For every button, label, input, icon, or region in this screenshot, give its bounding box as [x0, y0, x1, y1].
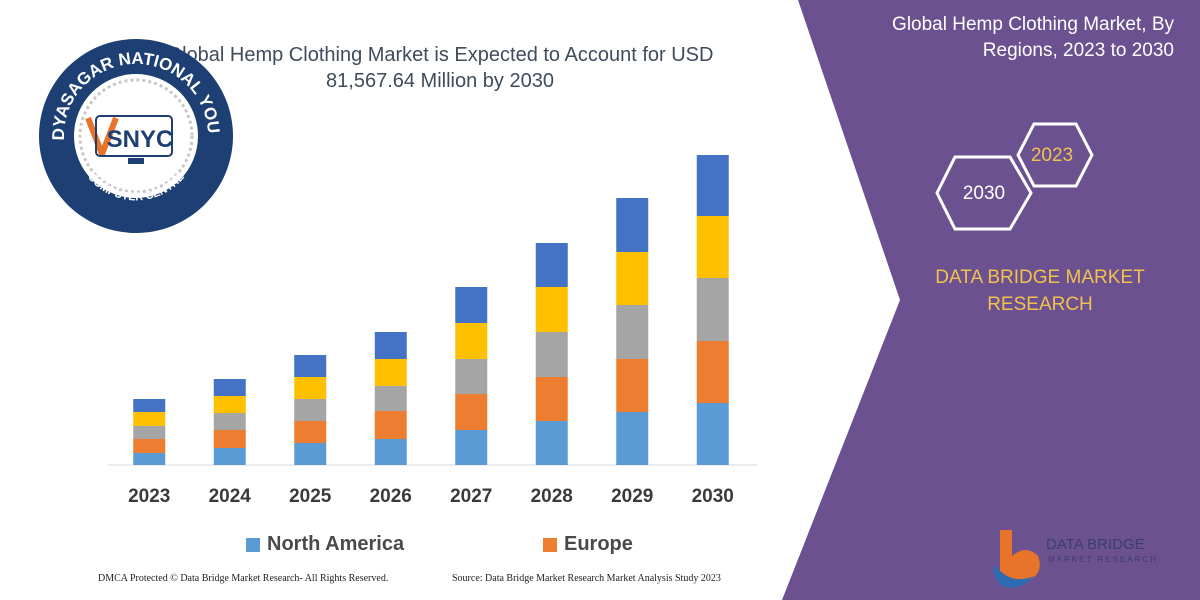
chart-title-line1: Global Hemp Clothing Market is Expected …: [166, 44, 714, 66]
legend-swatch-north-america: [246, 537, 260, 552]
legend-item-north-america: North America: [246, 533, 404, 556]
bar-segment-2028-europe: [535, 377, 568, 421]
bar-segment-2028-middle-east-and-africa: [535, 287, 568, 332]
bar-segment-2029-middle-east-and-africa: [616, 252, 649, 305]
bar-segment-2024-middle-east-and-africa: [213, 396, 246, 413]
chart-title: Global Hemp Clothing Market is Expected …: [130, 42, 750, 94]
brand-name-line2: RESEARCH: [987, 294, 1093, 315]
bar-segment-2026-middle-east-and-africa: [374, 359, 407, 386]
vidyasagar-logo: VIDYASAGAR NATIONAL YOUTH COMPUTER CENTR…: [36, 36, 233, 233]
footer-source: Source: Data Bridge Market Research Mark…: [452, 573, 721, 584]
bottom-logo-subtitle: MARKET RESEARCH: [1048, 555, 1158, 564]
bar-segment-2025-south-america: [294, 355, 327, 377]
bar-segment-2024-north-america: [213, 448, 246, 465]
bar-segment-2025-europe: [294, 421, 327, 443]
logo-v-mark: [85, 116, 119, 157]
x-tick-label-2026: 2026: [370, 486, 412, 507]
x-tick-label-2023: 2023: [128, 486, 170, 507]
bar-segment-2026-south-america: [374, 332, 407, 359]
brand-name: DATA BRIDGE MARKET RESEARCH: [915, 264, 1165, 318]
x-tick-label-2025: 2025: [289, 486, 332, 507]
bar-segment-2024-south-america: [213, 379, 246, 396]
logo-monitor-icon: [95, 115, 173, 157]
hexagon-2023-label: 2023: [1031, 145, 1073, 166]
legend-label-north-america: North America: [267, 533, 405, 555]
bar-segment-2023-asia-pacific: [133, 426, 166, 439]
bar-segment-2028-south-america: [535, 243, 568, 287]
side-panel-title: Global Hemp Clothing Market, By Regions,…: [844, 12, 1174, 64]
bar-segment-2024-asia-pacific: [213, 413, 246, 430]
bar-segment-2026-europe: [374, 411, 407, 439]
bar-segment-2030-south-america: [696, 155, 729, 216]
hexagon-2030-outline: [935, 155, 1033, 231]
bar-segment-2027-middle-east-and-africa: [455, 323, 488, 359]
x-tick-label-2028: 2028: [531, 486, 573, 507]
data-bridge-logo-icon: [993, 530, 1040, 588]
bar-segment-2023-middle-east-and-africa: [133, 412, 166, 426]
bar-segment-2025-asia-pacific: [294, 399, 327, 421]
brand-name-line1: DATA BRIDGE MARKET: [935, 267, 1145, 288]
bar-segment-2024-europe: [213, 430, 246, 448]
bar-segment-2029-south-america: [616, 198, 649, 252]
side-panel-title-line2: Regions, 2023 to 2030: [982, 40, 1174, 61]
bar-segment-2030-europe: [696, 341, 729, 403]
logo-monitor-stand: [128, 158, 144, 164]
x-tick-label-2030: 2030: [692, 486, 734, 507]
bar-segment-2023-south-america: [133, 399, 166, 412]
x-tick-label-2029: 2029: [611, 486, 653, 507]
bar-segment-2030-north-america: [696, 403, 729, 465]
side-panel-title-line1: Global Hemp Clothing Market, By: [892, 14, 1174, 35]
bar-segment-2027-north-america: [455, 430, 488, 465]
chart-title-line2: 81,567.64 Million by 2030: [326, 70, 554, 92]
bar-segment-2028-asia-pacific: [535, 332, 568, 377]
x-tick-label-2027: 2027: [450, 486, 492, 507]
bar-segment-2027-europe: [455, 394, 488, 430]
logo-inner-wreath: [78, 78, 194, 194]
bar-segment-2027-asia-pacific: [455, 359, 488, 394]
hexagon-2030-label: 2030: [963, 183, 1005, 204]
legend-label-europe: Europe: [564, 533, 633, 555]
bar-segment-2026-north-america: [374, 439, 407, 465]
bar-segment-2027-south-america: [455, 287, 488, 323]
bottom-logo-name: DATA BRIDGE: [1046, 536, 1145, 553]
bar-segment-2025-north-america: [294, 443, 327, 465]
hexagon-2023-outline: [1016, 122, 1094, 188]
logo-center-text: SNYC: [107, 126, 174, 153]
legend-item-europe: Europe: [543, 533, 633, 556]
bar-segment-2025-middle-east-and-africa: [294, 377, 327, 399]
bar-segment-2023-north-america: [133, 453, 166, 465]
x-tick-label-2024: 2024: [209, 486, 252, 507]
bar-segment-2026-asia-pacific: [374, 386, 407, 411]
bar-segment-2023-europe: [133, 439, 166, 453]
legend-swatch-europe: [543, 537, 557, 552]
footer-copyright: DMCA Protected © Data Bridge Market Rese…: [98, 573, 389, 584]
bar-segment-2028-north-america: [535, 421, 568, 465]
stacked-bar-chart: 2023 2024 2025 2026 2027 2028 2029 2030: [108, 155, 757, 507]
bar-segment-2029-asia-pacific: [616, 305, 649, 359]
side-panel-shape: [782, 0, 1200, 600]
logo-inner-disc: [74, 74, 198, 198]
bar-segment-2030-asia-pacific: [696, 278, 729, 341]
bar-segment-2030-middle-east-and-africa: [696, 216, 729, 278]
bar-segment-2029-north-america: [616, 412, 649, 465]
bar-segment-2029-europe: [616, 359, 649, 412]
